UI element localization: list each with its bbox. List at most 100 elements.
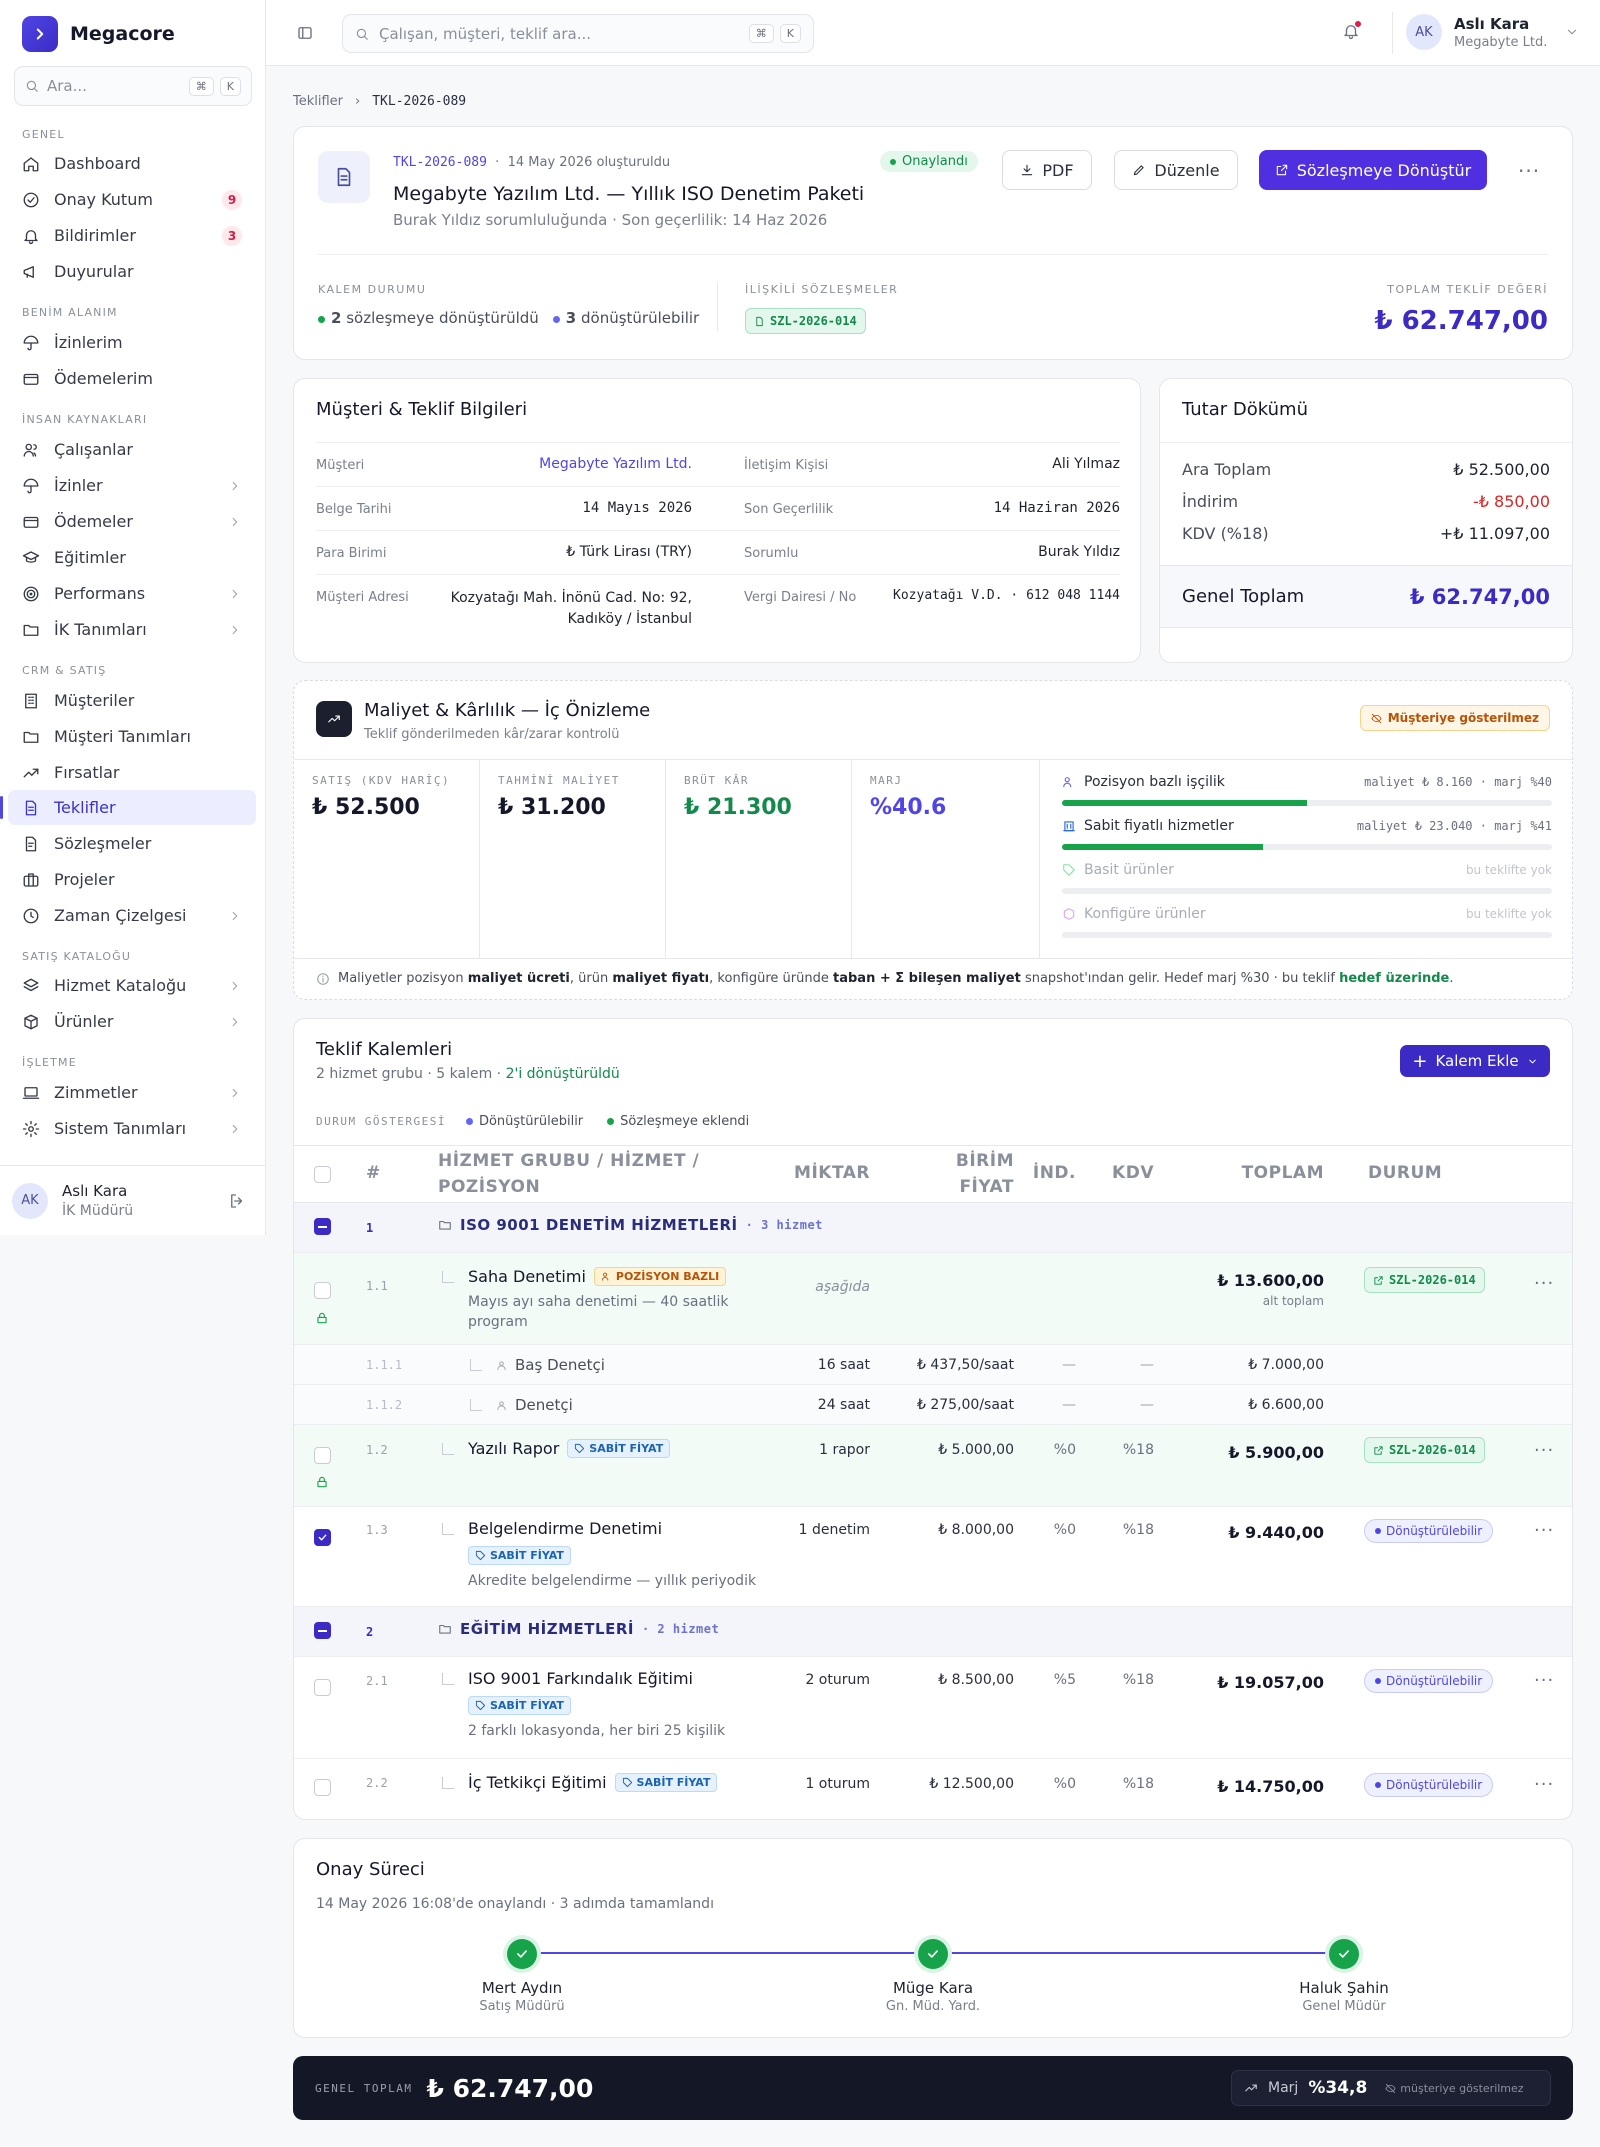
row-price: ₺ 8.500,00 — [938, 1672, 1014, 1688]
convertible-count: 3 — [565, 309, 577, 327]
sidebar-item-musteri-tanimlari[interactable]: Müşteri Tanımları — [8, 719, 256, 754]
row-discount: %5 — [1053, 1672, 1076, 1688]
sidebar-item-dashboard[interactable]: Dashboard — [8, 146, 256, 181]
chevron-right-icon — [232, 517, 238, 526]
select-all-checkbox[interactable] — [314, 1166, 331, 1183]
info-value: Kozyatağı Mah. İnönü Cad. No: 92, — [450, 590, 692, 606]
sidebar-toggle-icon[interactable] — [296, 24, 314, 42]
box-icon — [24, 1014, 38, 1029]
related-contract-chip[interactable]: SZL-2026-014 — [745, 308, 866, 334]
converted-count: 2 — [331, 309, 342, 327]
sidebar-item-urunler[interactable]: Ürünler — [8, 1004, 256, 1039]
row-discount: %0 — [1053, 1776, 1076, 1792]
logout-icon[interactable] — [228, 1192, 246, 1210]
row-checkbox[interactable] — [314, 1679, 331, 1696]
row-name-cell: ISO 9001 Farkındalık Eğitimi SABİT FİYAT… — [442, 1669, 762, 1741]
global-search-input[interactable]: Çalışan, müşteri, teklif ara... ⌘ K — [342, 14, 814, 53]
convert-to-contract-button[interactable]: Sözleşmeye Dönüştür — [1259, 150, 1487, 190]
row-checkbox[interactable] — [314, 1529, 331, 1546]
notifications-button[interactable] — [1342, 20, 1362, 40]
pencil-icon — [1134, 165, 1145, 176]
sidebar-item-label: Ürünler — [54, 1012, 114, 1031]
bell-icon — [24, 229, 38, 244]
row-checkbox[interactable] — [314, 1447, 331, 1464]
sidebar-item-firsatlar[interactable]: Fırsatlar — [8, 755, 256, 790]
contract-chip[interactable]: SZL-2026-014 — [1364, 1437, 1485, 1463]
row-price: ₺ 437,50/saat — [916, 1357, 1014, 1373]
tag-label: SABİT FİYAT — [490, 1699, 564, 1712]
col-discount: İND. — [1032, 1163, 1076, 1183]
sidebar-item-label: Onay Kutum — [54, 190, 153, 209]
sidebar-item-musteriler[interactable]: Müşteriler — [8, 683, 256, 718]
sidebar-item-odemeler[interactable]: Ödemeler — [8, 504, 256, 539]
trending-icon — [1245, 2084, 1257, 2092]
search-icon — [26, 80, 38, 92]
info-key: İletişim Kişisi — [744, 458, 829, 473]
sidebar-item-onay-kutum[interactable]: Onay Kutum 9 — [8, 182, 256, 217]
table-row[interactable]: 2.2 İç Tetkikçi Eğitimi SABİT FİYAT 1 otu… — [294, 1759, 1572, 1817]
subtotal-label: Ara Toplam — [1182, 460, 1272, 479]
sidebar-item-sistem-tanimlari[interactable]: Sistem Tanımları — [8, 1111, 256, 1146]
pdf-button[interactable]: PDF — [1002, 150, 1092, 190]
dot-green — [318, 316, 325, 323]
sidebar-item-duyurular[interactable]: Duyurular — [8, 254, 256, 289]
row-more-button[interactable]: ··· — [1534, 1520, 1555, 1541]
user-menu[interactable]: AK Aslı Kara Megabyte Ltd. — [1406, 14, 1579, 50]
row-checkbox[interactable] — [314, 1779, 331, 1796]
brand[interactable]: Megacore — [22, 16, 175, 52]
contract-code: SZL-2026-014 — [1389, 1443, 1476, 1457]
breadcrumb-separator: › — [355, 94, 361, 109]
sidebar-item-zimmetler[interactable]: Zimmetler — [8, 1075, 256, 1110]
table-row-group[interactable]: 2 EĞİTİM HİZMETLERİ · 2 hizmet — [294, 1607, 1572, 1657]
eye-off-icon — [1385, 2083, 1396, 2093]
sidebar-item-ik-tanimlari[interactable]: İK Tanımları — [8, 612, 256, 647]
breadcrumb-parent[interactable]: Teklifler — [293, 94, 344, 109]
contract-chip[interactable]: SZL-2026-014 — [1364, 1267, 1485, 1293]
sidebar-item-teklifler[interactable]: Teklifler — [0, 790, 256, 825]
cost-note: Maliyetler pozisyon maliyet ücreti, ürün… — [316, 971, 1453, 986]
item-desc: 2 farklı lokasyonda, her biri 25 kişilik — [468, 1723, 726, 1739]
note-text: Maliyetler pozisyon — [338, 971, 464, 986]
row-discount: %0 — [1053, 1442, 1076, 1458]
row-more-button[interactable]: ··· — [1534, 1774, 1555, 1795]
more-options-button[interactable]: ··· — [1518, 159, 1541, 183]
table-row-group[interactable]: 1 ISO 9001 DENETİM HİZMETLERİ · 3 hizmet — [294, 1203, 1572, 1253]
sidebar-item-label: Bildirimler — [54, 226, 136, 245]
table-row[interactable]: 1.2 Yazılı Rapor SABİT FİYAT 1 rapor ₺ 5.… — [294, 1425, 1572, 1507]
chevron-down-icon — [1568, 29, 1577, 35]
edit-button[interactable]: Düzenle — [1114, 150, 1238, 190]
sidebar-item-egitimler[interactable]: Eğitimler — [8, 540, 256, 575]
sidebar-item-odemelerim[interactable]: Ödemelerim — [8, 361, 256, 396]
sidebar-search-input[interactable]: Ara... ⌘ K — [14, 66, 252, 106]
status-legend: DURUM GÖSTERGESİ Dönüştürülebilir Sözleş… — [316, 1114, 749, 1129]
group-checkbox[interactable] — [314, 1218, 331, 1235]
sidebar-item-bildirimler[interactable]: Bildirimler 3 — [8, 218, 256, 253]
row-more-button[interactable]: ··· — [1534, 1670, 1555, 1691]
table-row[interactable]: 1.1 Saha Denetimi POZİSYON BAZLI Mayıs ay… — [294, 1253, 1572, 1345]
sidebar-item-calisanlar[interactable]: Çalışanlar — [8, 432, 256, 467]
margin-badge: Marj %34,8 müşteriye gösterilmez — [1231, 2070, 1551, 2106]
sidebar-item-hizmet-katalogu[interactable]: Hizmet Kataloğu — [8, 968, 256, 1003]
info-key: Vergi Dairesi / No — [744, 590, 857, 605]
group-checkbox[interactable] — [314, 1622, 331, 1639]
trending-icon — [23, 768, 39, 777]
sidebar-item-izinler[interactable]: İzinler — [8, 468, 256, 503]
sidebar-item-projeler[interactable]: Projeler — [8, 862, 256, 897]
col-price-a: BİRİM — [955, 1151, 1014, 1171]
customer-link[interactable]: Megabyte Yazılım Ltd. — [539, 456, 692, 472]
row-more-button[interactable]: ··· — [1534, 1440, 1555, 1461]
add-item-button[interactable]: + Kalem Ekle — [1400, 1045, 1550, 1077]
row-more-button[interactable]: ··· — [1534, 1273, 1555, 1294]
sidebar-item-sozlesmeler[interactable]: Sözleşmeler — [8, 826, 256, 861]
table-row[interactable]: 2.1 ISO 9001 Farkındalık Eğitimi SABİT F… — [294, 1657, 1572, 1759]
sidebar-item-performans[interactable]: Performans — [8, 576, 256, 611]
sidebar-item-label: İzinlerim — [54, 333, 123, 352]
building-icon — [25, 693, 37, 708]
table-row[interactable]: 1.3 Belgelendirme Denetimi SABİT FİYAT A… — [294, 1507, 1572, 1607]
kpi-estimated-cost: TAHMİNİ MALİYET ₺ 31.200 — [480, 760, 666, 959]
sidebar-user[interactable]: AK Aslı Kara İK Müdürü — [0, 1165, 266, 1235]
sidebar-item-izinlerim[interactable]: İzinlerim — [8, 325, 256, 360]
kpi-margin: MARJ %40.6 — [852, 760, 1040, 959]
row-checkbox[interactable] — [314, 1282, 331, 1299]
sidebar-item-zaman-cizelgesi[interactable]: Zaman Çizelgesi — [8, 898, 256, 933]
